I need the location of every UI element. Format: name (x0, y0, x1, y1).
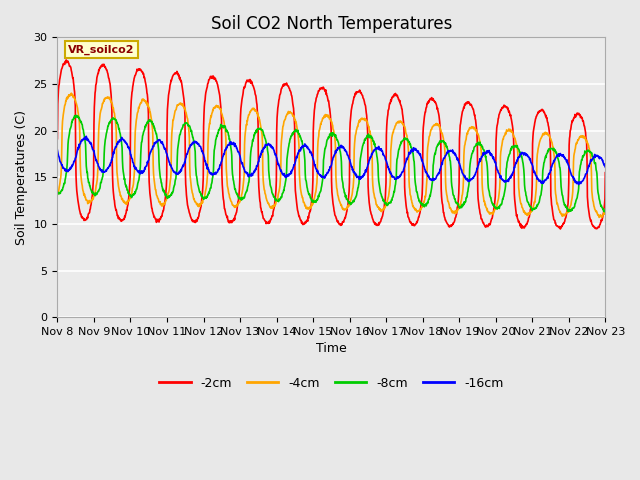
-2cm (298, 220, 305, 226)
-8cm (286, 135, 294, 141)
-8cm (602, 209, 609, 215)
-4cm (97, 111, 104, 117)
-16cm (286, 171, 294, 177)
-16cm (97, 167, 104, 173)
-8cm (97, 184, 104, 190)
-2cm (557, 226, 564, 232)
Line: -4cm: -4cm (58, 93, 605, 217)
-4cm (365, 129, 373, 134)
-2cm (602, 170, 609, 176)
-2cm (54, 136, 61, 142)
-2cm (118, 217, 126, 223)
Line: -8cm: -8cm (58, 115, 605, 212)
Y-axis label: Soil Temperatures (C): Soil Temperatures (C) (15, 110, 28, 245)
-4cm (602, 209, 609, 215)
-2cm (286, 88, 294, 94)
-2cm (62, 57, 70, 63)
-16cm (365, 157, 373, 163)
-16cm (298, 144, 305, 150)
-8cm (298, 138, 305, 144)
-4cm (54, 192, 61, 198)
-16cm (575, 182, 582, 188)
Title: Soil CO2 North Temperatures: Soil CO2 North Temperatures (211, 15, 452, 33)
Text: VR_soilco2: VR_soilco2 (68, 44, 135, 55)
-8cm (365, 133, 373, 139)
-2cm (97, 65, 104, 71)
-4cm (286, 108, 294, 114)
-16cm (602, 164, 609, 170)
-16cm (83, 133, 90, 139)
-2cm (308, 199, 316, 205)
Line: -16cm: -16cm (58, 136, 605, 185)
-8cm (308, 197, 316, 203)
-8cm (118, 158, 126, 164)
-16cm (54, 147, 61, 153)
-4cm (595, 215, 603, 220)
-4cm (298, 192, 305, 198)
-4cm (118, 196, 126, 202)
-16cm (118, 136, 126, 142)
-4cm (308, 202, 316, 208)
X-axis label: Time: Time (316, 342, 347, 356)
-4cm (67, 90, 75, 96)
-16cm (308, 151, 316, 156)
Legend: -2cm, -4cm, -8cm, -16cm: -2cm, -4cm, -8cm, -16cm (154, 372, 508, 395)
-2cm (365, 203, 373, 208)
Line: -2cm: -2cm (58, 60, 605, 229)
-8cm (54, 189, 61, 194)
-8cm (72, 112, 80, 118)
